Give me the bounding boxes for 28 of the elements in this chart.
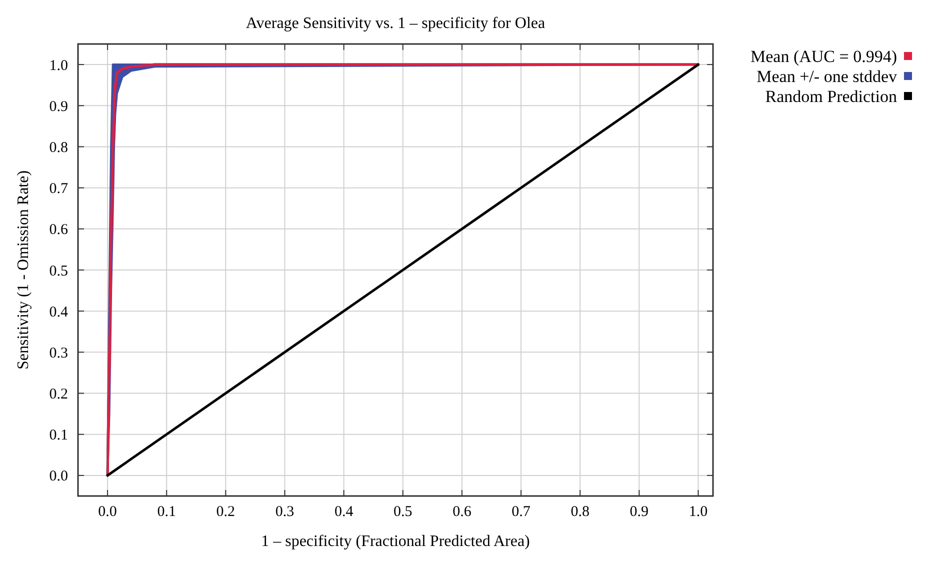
- y-tick-label: 0.3: [49, 345, 68, 362]
- x-tick-label: 0.1: [157, 504, 176, 520]
- x-tick-label: 0.5: [394, 504, 412, 520]
- y-tick-label: 0.6: [49, 222, 68, 238]
- x-axis-title: 1 – specificity (Fractional Predicted Area): [261, 533, 530, 550]
- legend-label: Mean +/- one stddev: [756, 66, 898, 86]
- x-tick-label: 0.7: [512, 504, 531, 520]
- legend-label: Random Prediction: [765, 86, 898, 106]
- x-tick-label: 0.3: [275, 504, 294, 520]
- y-tick-label: 0.8: [49, 140, 68, 156]
- x-tick-label: 0.8: [570, 504, 590, 520]
- y-tick-label: 0.4: [49, 304, 68, 320]
- y-tick-label: 0.1: [49, 428, 68, 444]
- chart-title: Average Sensitivity vs. 1 – specificity for Olea: [246, 15, 546, 32]
- y-tick-label: 0.0: [49, 468, 68, 485]
- y-tick-label: 0.7: [49, 181, 68, 198]
- y-tick-label: 0.9: [49, 98, 68, 115]
- legend-label: Mean (AUC = 0.994): [750, 46, 897, 66]
- x-tick-label: 0.2: [216, 504, 236, 520]
- x-tick-label: 0.9: [630, 504, 649, 520]
- y-tick-label: 0.5: [49, 263, 68, 280]
- y-tick-label: 0.2: [49, 386, 68, 403]
- x-tick-label: 0.0: [98, 504, 117, 520]
- x-tick-label: 0.6: [452, 504, 472, 520]
- x-tick-label: 1.0: [688, 504, 708, 520]
- y-axis-title: Sensitivity (1 - Omission Rate): [15, 170, 32, 370]
- x-tick-label: 0.4: [334, 504, 354, 520]
- y-tick-label: 1.0: [49, 58, 68, 74]
